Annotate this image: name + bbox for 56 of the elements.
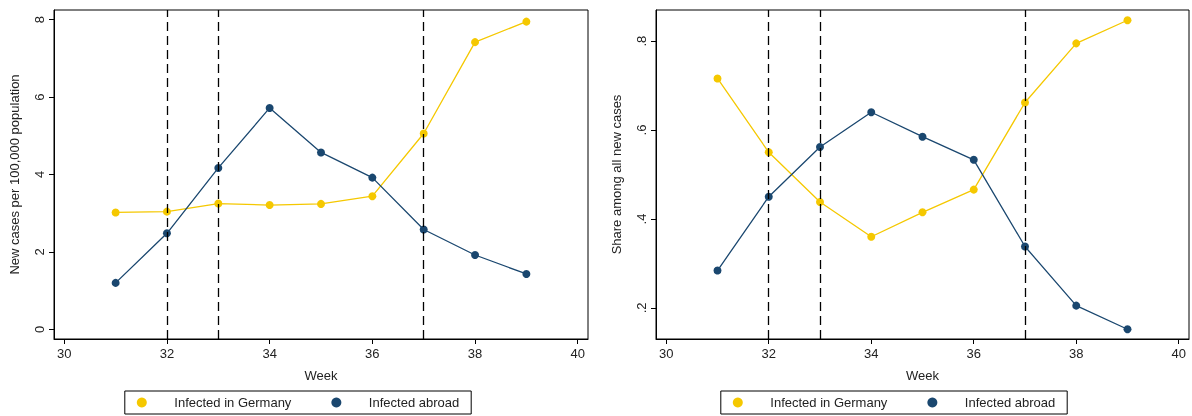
y-tick-label: 2 [32,248,47,256]
y-axis-title: Share among all new cases [609,94,624,255]
point [816,198,824,207]
x-tick-label: 34 [262,346,277,361]
y-tick-label: .2 [634,302,649,314]
point [1123,325,1132,334]
legend-label: Infected in Germany [770,395,888,410]
point [867,232,876,241]
legend-label: Infected in Germany [174,395,292,410]
x-tick-label: 32 [761,346,776,361]
point [713,74,722,83]
point [969,185,978,194]
point [471,251,480,260]
point [265,201,274,210]
point [1072,301,1081,310]
y-tick-label: 4 [32,170,47,179]
x-tick-label: 38 [467,346,483,361]
y-tick-label: .6 [634,124,649,136]
x-tick-label: 32 [159,346,175,361]
x-tick-label: 34 [864,346,879,361]
x-tick-label: 40 [1171,346,1186,361]
point [1021,98,1029,107]
point [1123,16,1132,25]
legend-label: Infected abroad [368,395,460,410]
point [816,142,824,151]
point [713,266,722,275]
point [317,199,325,208]
point [867,108,876,117]
x-axis-title: Week [304,368,338,383]
point [111,278,120,287]
y-axis-title: New cases per 100,000 population [7,74,22,275]
point [918,132,927,141]
x-tick-label: 30 [57,346,72,361]
y-tick-label: 0 [32,325,47,333]
y-tick-label: .4 [634,213,649,225]
x-tick-label: 40 [570,346,585,361]
point [317,148,325,157]
point [969,155,978,164]
x-tick-label: 38 [1069,346,1084,361]
y-tick-label: .8 [634,35,649,47]
x-tick-label: 36 [966,346,981,361]
legend-label: Infected abroad [964,395,1056,410]
point [265,103,274,112]
x-tick-label: 36 [365,346,380,361]
point [471,38,480,47]
point [918,208,927,217]
point [111,208,120,217]
x-axis-title: Week [906,368,940,383]
point [368,192,377,201]
y-tick-label: 8 [32,16,47,24]
point [522,17,531,26]
point [522,269,531,278]
point [368,173,377,182]
y-tick-label: 6 [32,93,47,101]
point [1072,39,1081,48]
x-tick-label: 30 [659,346,674,361]
